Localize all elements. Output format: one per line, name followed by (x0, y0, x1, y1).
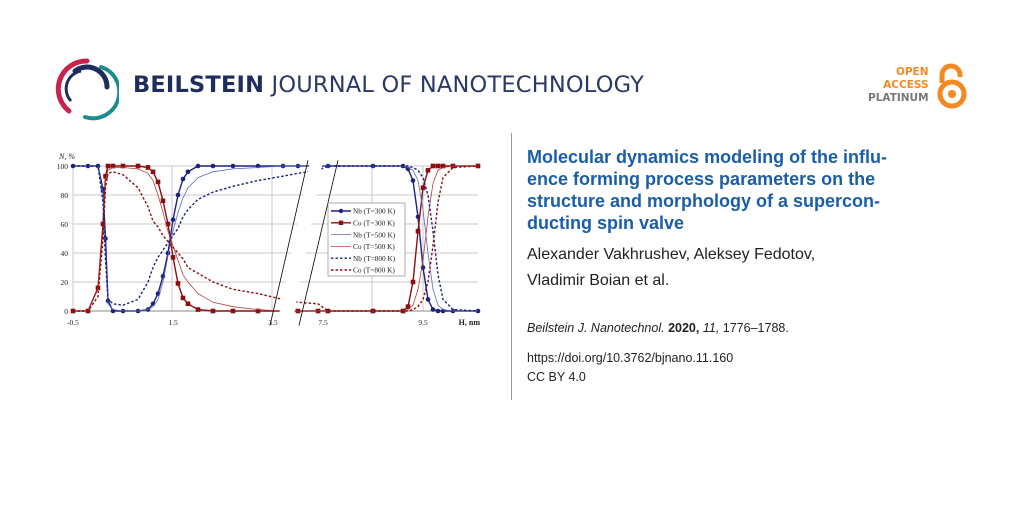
data-point (425, 168, 431, 173)
title-line: Molecular dynamics modeling of the influ… (527, 147, 888, 167)
data-point (405, 304, 411, 309)
data-point (210, 308, 216, 314)
title-line: ducting spin valve (527, 213, 685, 233)
data-point (175, 192, 181, 198)
axis-break-line (269, 160, 309, 326)
data-point (165, 221, 171, 227)
title-line: ence forming process parameters on the (527, 169, 876, 189)
legend-label: Nb (T=500 K) (353, 230, 396, 239)
data-point (175, 281, 181, 286)
legend-marker (338, 208, 344, 214)
data-point (170, 217, 176, 222)
data-point (160, 198, 166, 204)
data-point (103, 173, 108, 179)
x-tick-label: 1.5 (168, 318, 178, 327)
citation-journal: Beilstein J. Nanotechnol. (527, 321, 665, 335)
data-point (195, 163, 201, 169)
authors-line: Vladimir Boian et al. (527, 272, 670, 289)
data-point (440, 163, 446, 169)
x-tick-label: -0.5 (67, 318, 79, 327)
y-axis-label: N, % (58, 152, 75, 161)
series-line (73, 165, 478, 312)
title-line: structure and morphology of a supercon- (527, 191, 881, 211)
citation-year: 2020, (668, 321, 700, 335)
series-nb-t-500-k- (73, 165, 478, 312)
chart-legend: Nb (T=300 K) Co (T=300 K) Nb (T=500 K) Co (… (327, 202, 406, 277)
open-lock-icon (937, 63, 967, 109)
legend-label: Co (T=300 K) (353, 219, 395, 228)
series-co-t-800-k- (73, 165, 479, 312)
data-point (105, 163, 111, 169)
data-point (435, 308, 441, 314)
authors-line: Alexander Vakhrushev, Aleksey Fedotov, (527, 246, 816, 263)
data-point (420, 185, 426, 191)
data-point (120, 163, 126, 169)
legend-marker (338, 220, 344, 225)
legend-box (327, 202, 406, 277)
data-point (170, 255, 176, 260)
series-line (73, 165, 478, 312)
series-co-t-500-k- (73, 165, 478, 312)
data-point (195, 307, 201, 312)
article-figure-chart: 0 20 40 60 80 100 -0.5 1.5 3.5 7.5 9.5 N, % H, nm Nb … (57, 152, 481, 327)
beilstein-logo-rings (55, 58, 119, 121)
data-point (185, 301, 191, 307)
citation-pages: 1776–1788. (722, 321, 789, 335)
data-point (150, 169, 156, 175)
data-point (410, 178, 416, 183)
vertical-divider (511, 133, 512, 400)
journal-name: BEILSTEIN JOURNAL OF NANOTECHNOLOGY (133, 72, 644, 98)
article-authors: Alexander Vakhrushev, Aleksey Fedotov, V… (527, 242, 815, 294)
x-tick-label: 9.5 (418, 318, 428, 327)
data-point (230, 163, 236, 169)
data-point (155, 179, 161, 185)
legend-label: Nb (T=800 K) (353, 254, 396, 263)
y-tick-label: 60 (61, 220, 69, 229)
data-point (430, 307, 436, 312)
x-tick-label: 3.5 (268, 318, 278, 327)
y-tick-label: 100 (57, 162, 69, 171)
data-point (255, 308, 261, 314)
citation-volume: 11, (702, 321, 720, 335)
y-tick-label: 20 (61, 278, 69, 287)
axis-break-band (278, 160, 323, 320)
citation: Beilstein J. Nanotechnol. 2020, 11, 1776… (527, 321, 789, 335)
x-axis-label: H, nm (459, 318, 481, 327)
data-point (110, 163, 116, 169)
y-tick-label: 80 (61, 191, 69, 200)
open-access-line-1: OPEN (895, 66, 929, 78)
data-point (185, 169, 191, 175)
journal-name-bold: BEILSTEIN (133, 72, 265, 98)
y-tick-label: 40 (61, 249, 69, 258)
data-point (430, 163, 436, 169)
axis-break-line (298, 160, 339, 326)
data-point (410, 279, 416, 285)
data-point (435, 163, 441, 169)
doi-link[interactable]: https://doi.org/10.3762/bjnano.11.160 (527, 351, 734, 365)
journal-name-rest: JOURNAL OF NANOTECHNOLOGY (271, 72, 645, 98)
series-nb-t-800-k- (73, 165, 479, 312)
data-point (135, 163, 141, 169)
data-point (415, 228, 421, 234)
x-tick-label: 7.5 (318, 318, 328, 327)
article-title[interactable]: Molecular dynamics modeling of the influ… (527, 146, 997, 234)
series-line (73, 165, 478, 312)
data-point (180, 176, 186, 182)
open-access-label: OPEN ACCESS PLATINUM (868, 66, 929, 105)
legend-label: Nb (T=300 K) (353, 207, 396, 216)
data-point (210, 163, 216, 169)
license: CC BY 4.0 (527, 370, 586, 384)
series-line (73, 165, 479, 312)
data-point (145, 165, 151, 170)
data-point (180, 295, 186, 301)
legend-label: Co (T=500 K) (353, 242, 395, 251)
y-tick-label: 0 (64, 307, 68, 316)
open-access-line-3: PLATINUM (868, 92, 929, 104)
legend-label: Co (T=800 K) (353, 266, 395, 275)
data-point (230, 308, 236, 314)
data-point (425, 297, 431, 302)
series-line (73, 165, 479, 312)
open-access-line-2: ACCESS (883, 79, 929, 91)
